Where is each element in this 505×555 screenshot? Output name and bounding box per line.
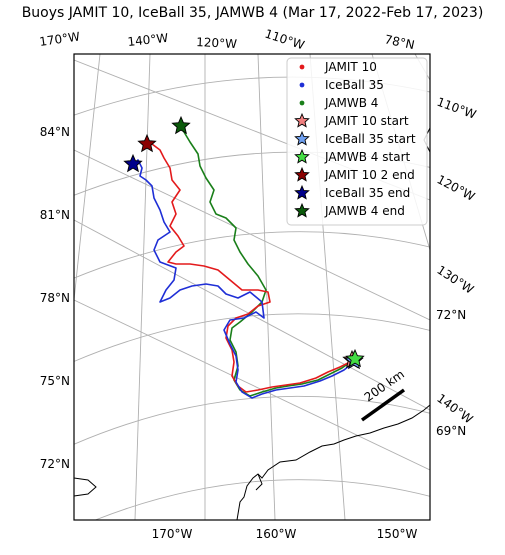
coastline-alaska (236, 404, 430, 520)
longitude-labels-top: 170°W 140°W 120°W 110°W 78°N (38, 27, 415, 53)
lon-label-bottom-150w: 150°W (377, 527, 418, 541)
legend-label-iceball-35: IceBall 35 (325, 78, 384, 92)
legend-item-iceball-35-end: IceBall 35 end (294, 184, 410, 200)
legend-star-jamwb-4-start (294, 148, 310, 164)
lon-label-top-110w: 110°W (263, 27, 306, 53)
latitude-labels: 84°N 81°N 78°N 75°N 72°N (40, 125, 70, 471)
legend-item-jamit-10-start: JAMIT 10 start (294, 112, 409, 128)
meridian-11 (74, 299, 430, 471)
parallel-72n (74, 395, 430, 445)
lat-label-84n: 84°N (40, 125, 70, 139)
lon-label-top-170w: 170°W (38, 29, 80, 49)
legend-dot-iceball-35 (299, 82, 305, 88)
legend-star-iceball-35-end (294, 184, 310, 200)
marker-iceball-35-end (123, 153, 143, 173)
coastline-chukotka (74, 477, 97, 497)
parallel-78n (74, 231, 430, 279)
right-label-120w: 120°W (435, 172, 478, 204)
map-title: Buoys JAMIT 10, IceBall 35, JAMWB 4 (Mar… (21, 5, 484, 21)
lon-label-top-140w: 140°W (127, 31, 169, 49)
legend-item-iceball-35: IceBall 35 (299, 78, 384, 92)
legend-label-jamit-10-2-end: JAMIT 10 2 end (324, 168, 415, 182)
coastline-alaska-inlet (255, 473, 263, 491)
lon-label-top-120w: 120°W (196, 35, 238, 51)
lat-label-81n: 81°N (40, 208, 70, 222)
right-labels: 110°W 120°W 130°W 72°N 140°W 69°N (434, 95, 478, 438)
legend-item-jamit-10: JAMIT 10 (299, 60, 377, 74)
right-label-140w: 140°W (434, 391, 475, 426)
lat-label-75n: 75°N (40, 374, 70, 388)
scale-bar-label: 200 km (362, 367, 407, 404)
meridian-2 (134, 54, 151, 520)
legend-star-jamwb-4-end (294, 202, 310, 218)
right-label-110w: 110°W (435, 95, 478, 122)
lon-label-bottom-160w: 160°W (256, 527, 297, 541)
lat-label-78n: 78°N (40, 291, 70, 305)
legend-label-jamwb-4-end: JAMWB 4 end (324, 204, 405, 218)
marker-jamit-10-end (137, 133, 157, 153)
lat-label-72n: 72°N (40, 457, 70, 471)
legend-dot-jamit-10 (299, 64, 305, 70)
track-jamit-10 (151, 143, 353, 393)
marker-jamwb-4-end (171, 115, 191, 135)
legend-star-jamit-10-2-end (294, 166, 310, 182)
right-label-69n: 69°N (436, 424, 466, 438)
legend-label-jamit-10-start: JAMIT 10 start (324, 114, 409, 128)
legend-dot-jamwb-4 (299, 100, 305, 106)
longitude-labels-bottom: 170°W 160°W 150°W (152, 527, 418, 541)
map-frame (73, 53, 431, 521)
meridian-8 (74, 149, 430, 321)
scale-bar: 200 km (360, 367, 407, 422)
lon-label-top-78n: 78°N (383, 32, 415, 52)
legend-item-jamwb-4: JAMWB 4 (299, 96, 378, 110)
legend-label-iceball-35-start: IceBall 35 start (325, 132, 416, 146)
lon-label-bottom-170w: 170°W (152, 527, 193, 541)
legend-item-jamwb-4-start: JAMWB 4 start (294, 148, 410, 164)
track-iceball-35 (133, 159, 355, 399)
parallel-75n (74, 313, 430, 362)
scale-bar-line (360, 388, 406, 422)
legend: JAMIT 10 IceBall 35 JAMWB 4 JAMIT 10 start I… (286, 57, 428, 226)
right-label-130w: 130°W (434, 263, 476, 297)
legend-label-jamwb-4: JAMWB 4 (324, 96, 378, 110)
meridian-4 (257, 54, 276, 520)
drift-tracks (133, 125, 355, 399)
buoy-markers (123, 115, 365, 370)
legend-star-jamit-10-start (294, 112, 310, 128)
legend-star-iceball-35-start (294, 130, 310, 146)
marker-jamwb-4-start (345, 348, 365, 368)
legend-item-jamit-10-2-end: JAMIT 10 2 end (294, 166, 415, 182)
legend-item-jamwb-4-end: JAMWB 4 end (294, 202, 405, 218)
legend-label-jamwb-4-start: JAMWB 4 start (324, 150, 410, 164)
legend-label-jamit-10: JAMIT 10 (324, 60, 377, 74)
legend-label-iceball-35-end: IceBall 35 end (325, 186, 410, 200)
meridian-9 (74, 219, 430, 411)
right-label-72n: 72°N (436, 308, 466, 322)
meridian-1 (74, 54, 101, 301)
legend-item-iceball-35-start: IceBall 35 start (294, 130, 416, 146)
legend-box (286, 57, 428, 226)
